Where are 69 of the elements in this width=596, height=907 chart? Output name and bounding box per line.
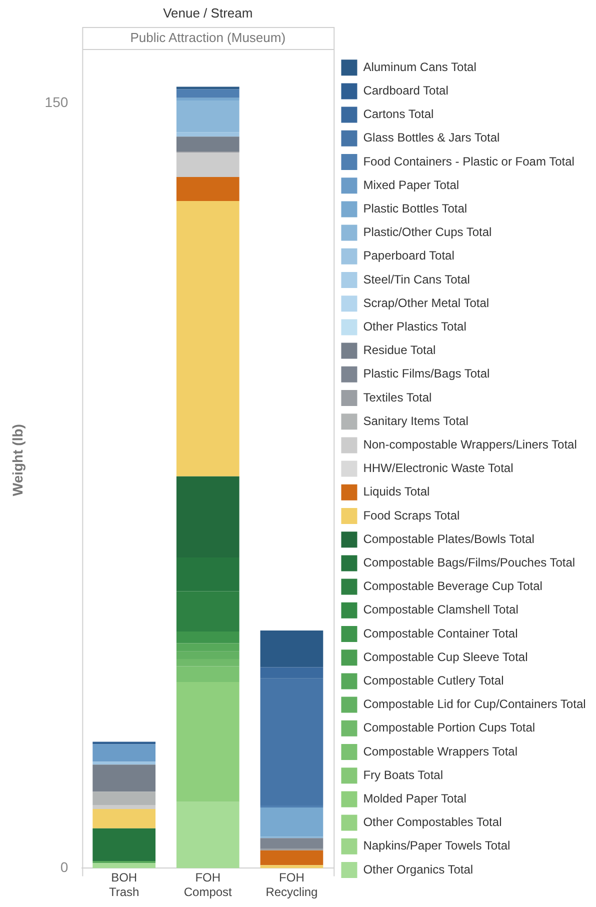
bar <box>92 764 156 792</box>
chart-subtitle: Public Attraction (Museum) <box>130 30 286 46</box>
legend-label: Compostable Bags/Films/Pouches Total <box>363 556 576 570</box>
bar <box>176 98 240 100</box>
legend-label: Textiles Total <box>363 390 432 404</box>
legend-label: Fry Boats Total <box>363 768 444 782</box>
legend-label: Other Compostables Total <box>363 815 502 830</box>
bar <box>260 807 324 837</box>
legend-label: Food Containers - Plastic or Foam Total <box>363 154 574 168</box>
bar <box>92 762 156 765</box>
legend-label: Molded Paper Total <box>363 792 466 806</box>
legend-label: Other Organics Total <box>363 862 474 876</box>
legend-label: Non-compostable Wrappers/Liners Total <box>363 438 577 452</box>
legend-label: Compostable Clamshell Total <box>363 602 518 617</box>
legend-label: Compostable Portion Cups Total <box>363 720 536 735</box>
bar <box>176 200 240 476</box>
bar <box>260 850 324 866</box>
chart-title: Venue / Stream <box>163 6 253 21</box>
bar <box>176 86 240 90</box>
y-axis-title: Weight (lb) <box>9 424 26 496</box>
legend-label: Residue Total <box>363 343 436 358</box>
legend-label: Liquids Total <box>363 484 430 499</box>
bar <box>176 802 240 868</box>
bar <box>92 792 156 805</box>
bar <box>176 632 240 644</box>
legend-label: Mixed Paper Total <box>363 178 460 192</box>
bar <box>92 744 156 762</box>
legend-label: HHW/Electronic Waste Total <box>363 461 514 476</box>
legend-label: Compostable Beverage Cup Total <box>363 579 542 594</box>
legend-label: Sanitary Items Total <box>363 414 468 428</box>
legend-label: Napkins/Paper Towels Total <box>363 838 510 853</box>
legend-label: Food Scraps Total <box>363 508 460 522</box>
y-tick-label: 0 <box>60 859 68 876</box>
bar <box>176 100 240 132</box>
legend-label: Steel/Tin Cans Total <box>363 272 470 286</box>
bar <box>176 89 240 98</box>
legend-label: Glass Bottles & Jars Total <box>363 130 500 145</box>
bar <box>176 682 240 802</box>
bar <box>176 152 240 177</box>
x-tick-label: FOH Recycling <box>266 870 318 900</box>
legend-label: Compostable Container Total <box>363 626 518 640</box>
bar <box>92 742 156 744</box>
legend-label: Paperboard Total <box>363 248 454 263</box>
bar <box>260 838 324 849</box>
x-tick-label: FOH Compost <box>184 870 233 900</box>
legend-label: Compostable Wrappers Total <box>363 744 518 758</box>
legend-label: Compostable Plates/Bowls Total <box>363 532 534 546</box>
bar <box>176 176 240 201</box>
legend-label: Compostable Lid for Cup/Containers Total <box>363 697 586 712</box>
legend-label: Cardboard Total <box>363 84 448 98</box>
bar <box>92 804 156 810</box>
legend-label: Aluminum Cans Total <box>363 60 476 74</box>
legend-label: Plastic/Other Cups Total <box>363 225 492 240</box>
bar <box>92 863 156 868</box>
bar <box>260 630 324 668</box>
y-tick-label: 150 <box>44 94 68 110</box>
bar <box>260 865 324 868</box>
legend-label: Compostable Cutlery Total <box>363 674 504 688</box>
x-tick-label: BOH Trash <box>108 870 140 900</box>
legend-label: Scrap/Other Metal Total <box>363 296 490 310</box>
legend-label: Plastic Bottles Total <box>363 202 468 216</box>
legend-label: Cartons Total <box>363 107 434 122</box>
legend-label: Plastic Films/Bags Total <box>363 366 490 381</box>
bar <box>92 809 156 828</box>
legend-label: Other Plastics Total <box>363 320 466 334</box>
bar <box>92 828 156 862</box>
bar <box>176 132 240 137</box>
bar <box>176 136 240 152</box>
legend-label: Compostable Cup Sleeve Total <box>363 650 528 664</box>
